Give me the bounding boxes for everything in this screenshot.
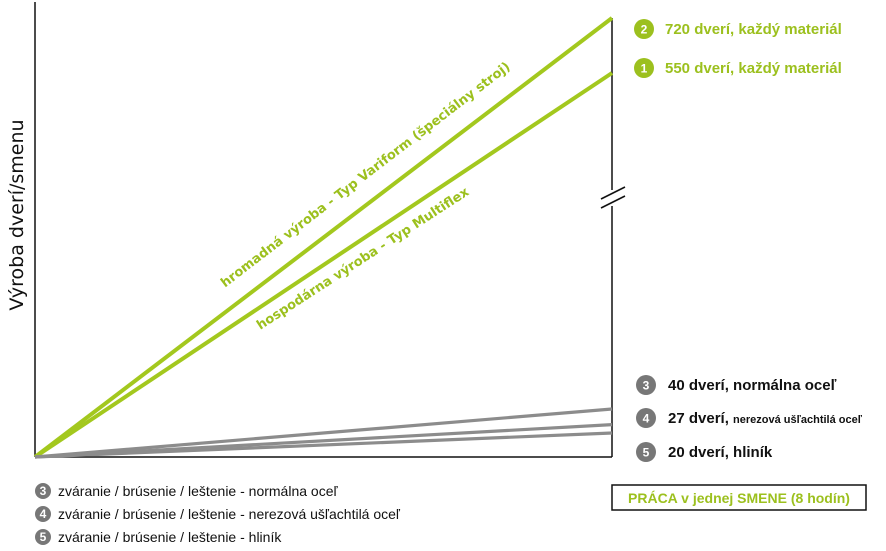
x-axis-label: PRÁCA v jednej SMENE (8 hodín) bbox=[628, 490, 850, 506]
series-badge-number: 1 bbox=[641, 62, 648, 76]
series-badge-number: 3 bbox=[643, 379, 650, 393]
series-badge-number: 4 bbox=[643, 412, 650, 426]
series-lines bbox=[33, 16, 614, 459]
legend-item-5: zváranie / brúsenie / leštenie - hliník bbox=[58, 529, 282, 545]
series-value-label-1: 550 dverí, každý materiál bbox=[665, 60, 842, 77]
legend-badge-number: 4 bbox=[40, 507, 47, 521]
series-value-label-2: 720 dverí, každý materiál bbox=[665, 21, 842, 38]
series-line-1 bbox=[33, 71, 614, 459]
y-axis-label: Výroba dverí/smenu bbox=[6, 119, 28, 310]
series-badge-5 bbox=[636, 442, 656, 462]
series-badge-number: 2 bbox=[641, 23, 648, 37]
series-line-5 bbox=[34, 431, 613, 459]
series-value-label-4: 27 dverí, nerezová ušľachtilá oceľ bbox=[668, 410, 863, 427]
axis-break-mark bbox=[600, 195, 626, 209]
series-line-3 bbox=[34, 407, 613, 459]
legend-item-3: zváranie / brúsenie / leštenie - normáln… bbox=[58, 483, 338, 499]
value-labels: 2 720 dverí, každý materiál 1 550 dverí, ka… bbox=[634, 19, 863, 462]
legend-badge-number: 5 bbox=[40, 530, 47, 544]
legend-badge-3 bbox=[35, 483, 51, 499]
legend: 3 zváranie / brúsenie / leštenie - normál… bbox=[35, 483, 401, 545]
series-badge-number: 5 bbox=[643, 446, 650, 460]
series-value-label-small: nerezová ušľachtilá oceľ bbox=[733, 414, 863, 426]
series-line-2 bbox=[33, 16, 614, 459]
x-axis-label-box bbox=[611, 484, 867, 511]
axis-break-mark bbox=[600, 186, 626, 200]
legend-item-4: zváranie / brúsenie / leštenie - nerezov… bbox=[58, 506, 401, 522]
series-value-label-3: 40 dverí, normálna oceľ bbox=[668, 377, 837, 394]
series-badge-1 bbox=[634, 58, 654, 78]
legend-badge-5 bbox=[35, 529, 51, 545]
series-badge-2 bbox=[634, 19, 654, 39]
series-badge-4 bbox=[636, 408, 656, 428]
series-value-label-5: 20 dverí, hliník bbox=[668, 444, 773, 461]
series-badge-3 bbox=[636, 375, 656, 395]
legend-badge-4 bbox=[35, 506, 51, 522]
legend-badge-number: 3 bbox=[40, 484, 47, 498]
